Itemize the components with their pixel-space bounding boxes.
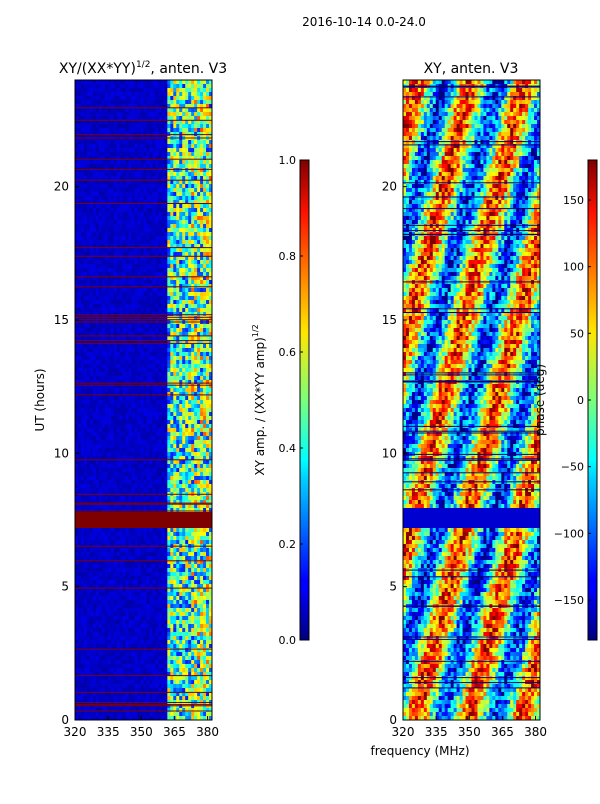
- phase-colorbar-tick-1: 100: [563, 261, 584, 274]
- amplitude-colorbar-ticks: 0.0 0.2 0.4 0.6 0.8 1.0: [279, 154, 304, 647]
- phase-colorbar-ticks: 150 100 50 0 −50 −100 −150: [554, 194, 591, 607]
- amp-colorbar-tick-1: 0.2: [279, 538, 297, 551]
- amp-cbar-label-exponent: 1/2: [251, 324, 260, 337]
- phase-x-tick-label-3: 365: [491, 725, 514, 739]
- amp-y-tick-label-4: 20: [54, 180, 69, 194]
- phase-colorbar-tick-4: −50: [561, 461, 584, 474]
- phase-x-tick-label-2: 350: [458, 725, 481, 739]
- amp-x-tick-label-4: 380: [196, 725, 219, 739]
- amp-colorbar-tick-5: 1.0: [279, 154, 297, 167]
- phase-colorbar-tick-2: 50: [570, 327, 584, 340]
- left-title-exponent: 1/2: [136, 60, 150, 70]
- phase-y-tick-label-4: 20: [382, 180, 397, 194]
- amp-y-tick-label-3: 15: [54, 313, 69, 327]
- phase-colorbar-tick-6: −150: [554, 594, 584, 607]
- amplitude-colorbar-label: XY amp. / (XX*YY amp)1/2: [251, 324, 267, 475]
- right-panel-title: XY, anten. V3: [424, 61, 519, 77]
- phase-y-tick-label-3: 15: [382, 313, 397, 327]
- amplitude-heatmap: [75, 80, 212, 720]
- amp-x-tick-label-3: 365: [163, 725, 186, 739]
- amplitude-colorbar: [300, 160, 309, 640]
- amp-colorbar-tick-0: 0.0: [279, 634, 297, 647]
- left-title-tail: , anten. V3: [150, 61, 227, 77]
- amp-x-tick-label-2: 350: [130, 725, 153, 739]
- amp-x-tick-label-0: 320: [64, 725, 87, 739]
- phase-colorbar-tick-0: 150: [563, 194, 584, 207]
- figure-suptitle: 2016-10-14 0.0-24.0: [302, 15, 426, 29]
- left-title-main: XY/(XX*YY): [59, 61, 136, 77]
- phase-y-tick-label-0: 0: [389, 713, 397, 727]
- amp-colorbar-tick-4: 0.8: [279, 250, 297, 263]
- y-axis-label: UT (hours): [33, 368, 47, 431]
- amp-y-tick-label-0: 0: [61, 713, 69, 727]
- phase-x-tick-label-4: 380: [524, 725, 547, 739]
- amp-y-tick-label-2: 10: [54, 446, 69, 460]
- phase-x-tick-label-1: 335: [425, 725, 448, 739]
- left-panel-title: XY/(XX*YY)1/2, anten. V3: [59, 60, 227, 77]
- amp-x-tick-label-1: 335: [97, 725, 120, 739]
- phase-x-tick-label-0: 320: [392, 725, 415, 739]
- phase-colorbar-tick-5: −100: [554, 527, 584, 540]
- phase-y-tick-label-2: 10: [382, 446, 397, 460]
- phase-y-tick-label-1: 5: [389, 580, 397, 594]
- amp-colorbar-tick-2: 0.4: [279, 442, 297, 455]
- x-axis-label: frequency (MHz): [370, 744, 469, 758]
- phase-colorbar-tick-3: 0: [577, 394, 584, 407]
- amp-colorbar-tick-3: 0.6: [279, 346, 297, 359]
- amp-cbar-label-main: XY amp. / (XX*YY amp): [253, 337, 267, 475]
- phase-heatmap: [403, 80, 540, 720]
- phase-colorbar-label: phase (deg): [533, 364, 547, 436]
- amp-y-tick-label-1: 5: [61, 580, 69, 594]
